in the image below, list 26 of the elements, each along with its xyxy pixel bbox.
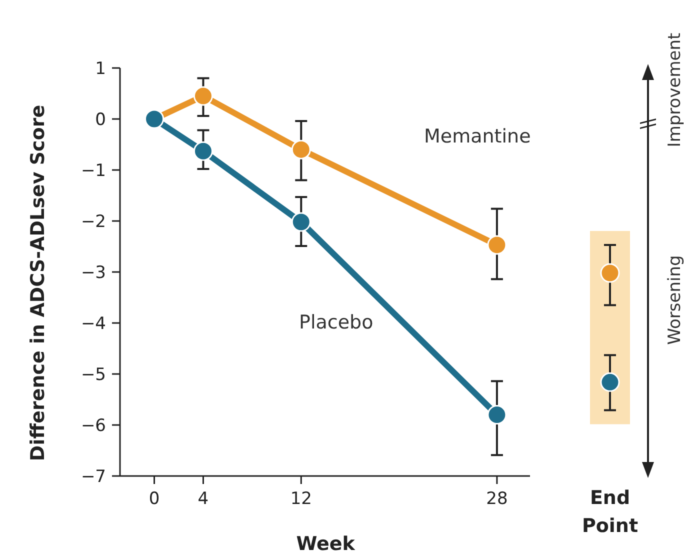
annotation: Improvement [665,32,684,148]
y-tick-label: 1 [95,58,106,79]
annotation: Worsening [665,255,684,345]
text: Memantine [424,125,531,148]
x-axis-title: Week [296,533,356,554]
y-axis-title: Difference in ADCS-ADLsev Score [27,104,49,462]
point [487,405,507,425]
y-tick-label: −2 [80,212,106,232]
x-tick-label: 0 [148,489,160,509]
y-tick-label: −6 [80,416,106,436]
x-tick-label: 28 [486,489,508,509]
x-tick-label: End Point [582,487,638,537]
y-tick-label: −1 [80,160,106,181]
series-label: Placebo [299,311,374,334]
y-tick-label: −3 [80,262,106,283]
point [193,141,213,161]
x-tick-label: 4 [198,489,209,509]
y-tick-label: 0 [95,110,106,130]
x-tick-label: 12 [290,489,312,509]
point [291,212,311,232]
point [487,235,507,255]
y-tick-label: −4 [80,314,106,334]
y-tick-label: −7 [80,466,106,487]
point [291,140,311,160]
y-tick-label: −5 [80,364,106,385]
point [193,86,213,106]
